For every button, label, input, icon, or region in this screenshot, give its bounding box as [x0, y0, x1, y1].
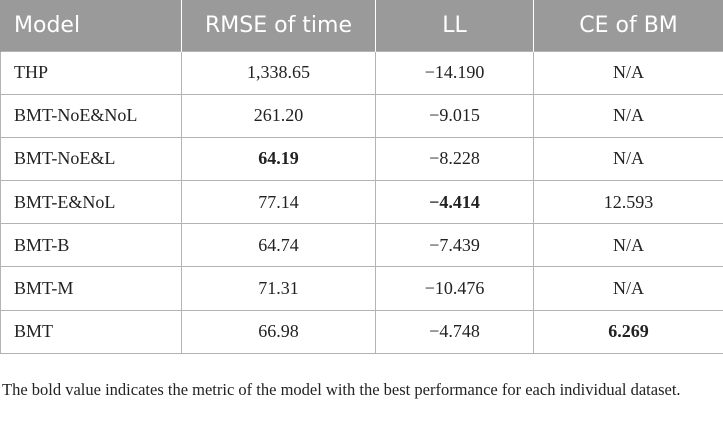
cell-ce-of-bm: 12.593	[533, 180, 723, 225]
table-row: THP 1,338.65 −14.190 N/A	[0, 50, 723, 95]
cell-ll: −10.476	[375, 266, 534, 311]
cell-model: BMT-M	[0, 266, 182, 311]
results-table-container: Model RMSE of time LL CE of BM THP 1,338.…	[0, 0, 723, 354]
cell-ce-of-bm: N/A	[533, 136, 723, 182]
cell-ll: −4.748	[375, 309, 534, 354]
cell-ll: −8.228	[375, 136, 534, 182]
cell-ce-of-bm: N/A	[533, 266, 723, 311]
table-row: BMT-B 64.74 −7.439 N/A	[0, 223, 723, 268]
cell-ll: −9.015	[375, 93, 534, 138]
cell-model: THP	[0, 50, 182, 95]
cell-model: BMT-NoE&L	[0, 136, 182, 182]
cell-rmse-of-time: 66.98	[181, 309, 376, 354]
cell-model: BMT-B	[0, 223, 182, 268]
cell-ce-of-bm: N/A	[533, 50, 723, 95]
cell-ll: −4.414	[375, 180, 534, 225]
cell-rmse-of-time: 77.14	[181, 180, 376, 225]
cell-model: BMT-E&NoL	[0, 180, 182, 225]
table-footnote: The bold value indicates the metric of t…	[2, 380, 681, 399]
cell-ce-of-bm: N/A	[533, 223, 723, 268]
table-row: BMT-NoE&NoL 261.20 −9.015 N/A	[0, 93, 723, 138]
table-body: THP 1,338.65 −14.190 N/A BMT-NoE&NoL 261.20 −9…	[0, 50, 723, 354]
cell-ce-of-bm: N/A	[533, 93, 723, 138]
table-row: BMT-E&NoL 77.14 −4.414 12.593	[0, 180, 723, 225]
table-row: BMT 66.98 −4.748 6.269	[0, 309, 723, 354]
results-table: Model RMSE of time LL CE of BM THP 1,338.…	[0, 0, 723, 354]
cell-model: BMT-NoE&NoL	[0, 93, 182, 138]
cell-rmse-of-time: 71.31	[181, 266, 376, 311]
cell-rmse-of-time: 64.19	[181, 136, 376, 182]
cell-rmse-of-time: 64.74	[181, 223, 376, 268]
table-row: BMT-NoE&L 64.19 −8.228 N/A	[0, 136, 723, 182]
cell-ll: −7.439	[375, 223, 534, 268]
cell-rmse-of-time: 1,338.65	[181, 50, 376, 95]
header-ll: LL	[375, 0, 534, 51]
header-model: Model	[0, 0, 182, 51]
table-row: BMT-M 71.31 −10.476 N/A	[0, 266, 723, 311]
header-rmse-of-time: RMSE of time	[181, 0, 376, 51]
cell-ll: −14.190	[375, 50, 534, 95]
cell-rmse-of-time: 261.20	[181, 93, 376, 138]
cell-ce-of-bm: 6.269	[533, 309, 723, 354]
cell-model: BMT	[0, 309, 182, 354]
table-header-row: Model RMSE of time LL CE of BM	[0, 0, 723, 51]
header-ce-of-bm: CE of BM	[533, 0, 723, 51]
